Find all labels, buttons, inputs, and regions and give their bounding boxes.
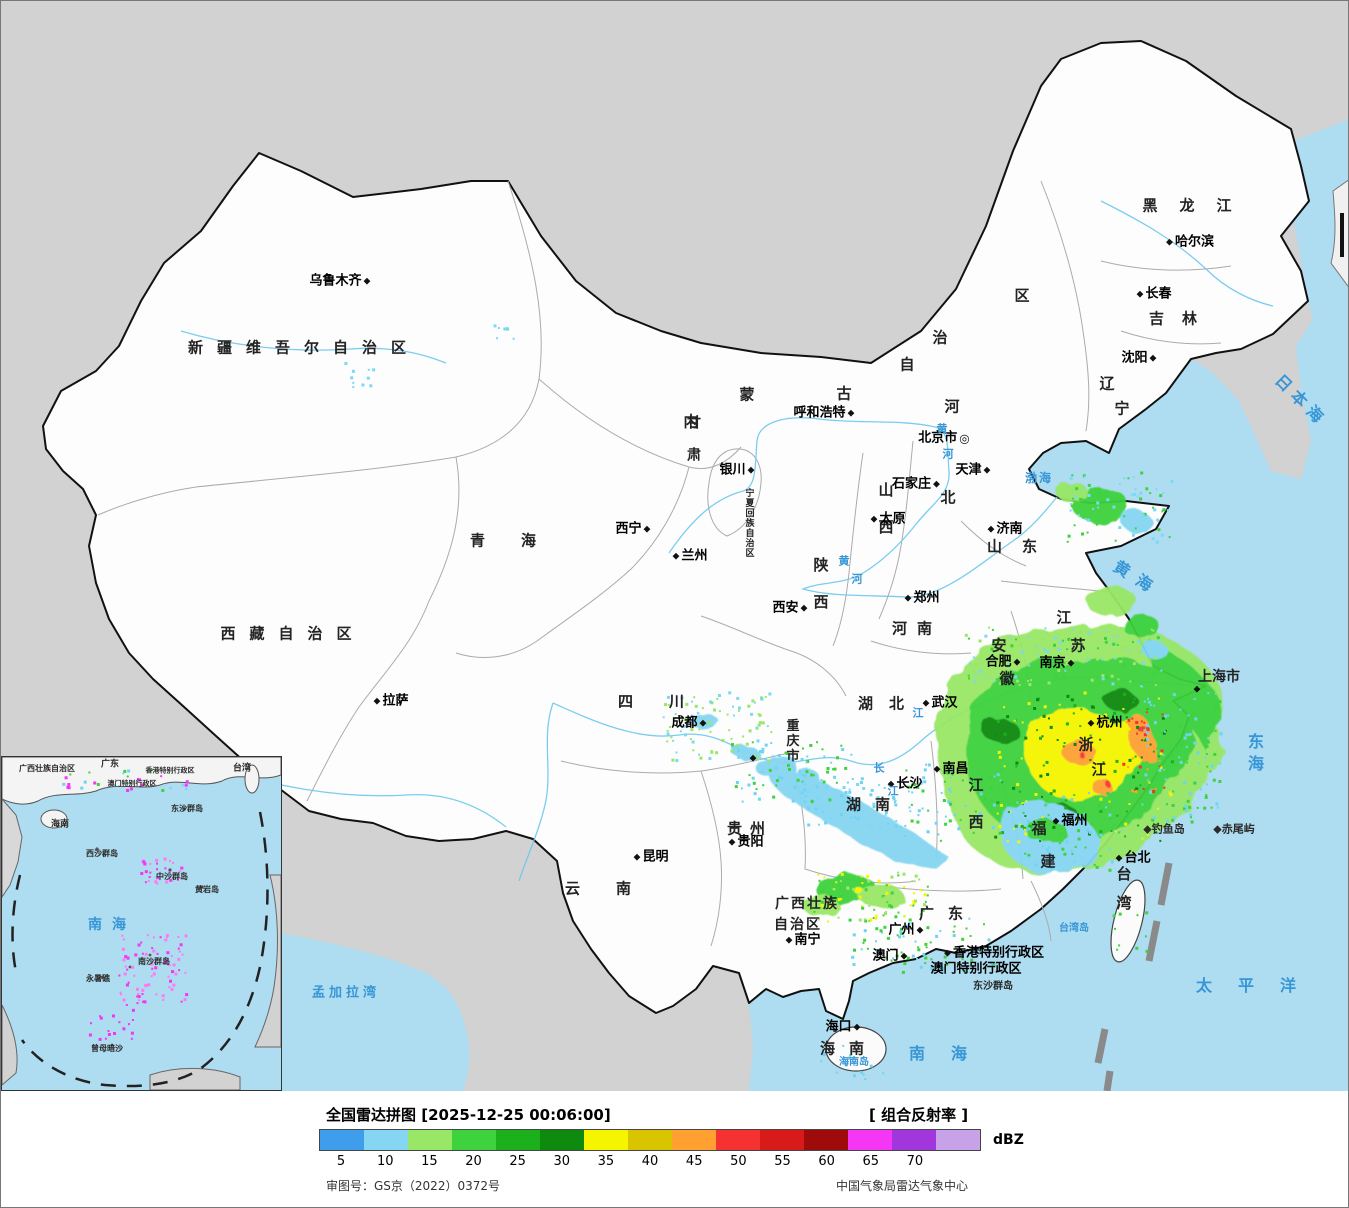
inset-borneo	[149, 1068, 241, 1090]
colorbar-tick: 10	[376, 1154, 394, 1169]
colorbar-segment	[760, 1130, 804, 1150]
colorbar-tick-labels: 5 10 15 20 25 30 35 40 45 50 55 60 65 70	[319, 1154, 981, 1169]
inset-vietnam-coast	[2, 798, 23, 898]
colorbar-tick: 15	[421, 1154, 438, 1169]
colorbar-tick: 60	[818, 1154, 835, 1169]
colorbar-tick: 30	[553, 1154, 571, 1169]
credit-text: 中国气象局雷达气象中心	[836, 1179, 969, 1193]
colorbar-segment	[848, 1130, 892, 1150]
colorbar-segment	[936, 1130, 980, 1150]
colorbar-segment	[804, 1130, 848, 1150]
colorbar-tick: 25	[509, 1154, 526, 1169]
inset-svg	[2, 757, 281, 1090]
colorbar-segment	[628, 1130, 672, 1150]
colorbar-segment	[672, 1130, 716, 1150]
inset-nine-dash-line	[20, 811, 269, 1088]
colorbar-segment	[320, 1130, 364, 1150]
inset-island-dots	[95, 807, 204, 1047]
colorbar-segment	[716, 1130, 760, 1150]
colorbar-segment	[364, 1130, 408, 1150]
colorbar-tick: 45	[685, 1154, 703, 1169]
colorbar-tick: 5	[336, 1154, 346, 1169]
south-china-sea-inset: 广西壮族自治区 广东 香港特别行政区 澳门特别行政区 台湾 海南 东沙群岛 西沙群岛 中沙群岛黄…	[1, 756, 282, 1091]
radar-speckles	[344, 324, 1223, 1080]
approval-number: 审图号：GS京（2022）0372号	[326, 1179, 500, 1193]
boundary-dash-east	[1340, 213, 1344, 257]
bay-of-bengal	[282, 933, 470, 1091]
legend-bar: 全国雷达拼图 [2025-12-25 00:06:00] [ 组合反射率 ] d…	[1, 1091, 1348, 1207]
ocean	[749, 119, 1348, 1091]
unit-label: dBZ	[993, 1132, 1024, 1148]
colorbar-segment	[452, 1130, 496, 1150]
maritime-dashes	[1094, 862, 1173, 1091]
inset-radar-speckles	[62, 769, 189, 1041]
colorbar-tick: 35	[597, 1154, 615, 1169]
hainan-island	[825, 1026, 887, 1072]
legend-product-name: [ 组合反射率 ]	[869, 1106, 969, 1124]
colorbar-segment	[584, 1130, 628, 1150]
colorbar-tick: 40	[641, 1154, 659, 1169]
taiwan-island	[1110, 879, 1146, 963]
inset-malay	[2, 1004, 18, 1086]
colorbar-segment	[496, 1130, 540, 1150]
colorbar-tick: 20	[465, 1154, 482, 1169]
inset-hainan	[40, 809, 68, 829]
colorbar-tick: 50	[730, 1154, 747, 1169]
inset-taiwan	[244, 764, 260, 794]
inset-philippines	[254, 874, 281, 1048]
colorbar-segment	[892, 1130, 936, 1150]
colorbar-segment	[540, 1130, 584, 1150]
japan-sliver	[1330, 179, 1348, 288]
colorbar-tick	[937, 1154, 981, 1169]
colorbar-segment	[408, 1130, 452, 1150]
colorbar-tick: 70	[906, 1154, 924, 1169]
reflectivity-colorbar	[319, 1129, 981, 1151]
china-radar-map: 新疆维吾尔自治区 西藏自治区 青海 甘肃内蒙古自治区宁夏回族自治区 陕西 山西河北山东 河南…	[1, 1, 1348, 1091]
inset-west-dash	[11, 874, 22, 973]
inset-china-coast	[2, 757, 281, 805]
colorbar-tick: 55	[774, 1154, 791, 1169]
colorbar-tick: 65	[862, 1154, 880, 1169]
legend-title: 全国雷达拼图 [2025-12-25 00:06:00]	[326, 1106, 611, 1124]
